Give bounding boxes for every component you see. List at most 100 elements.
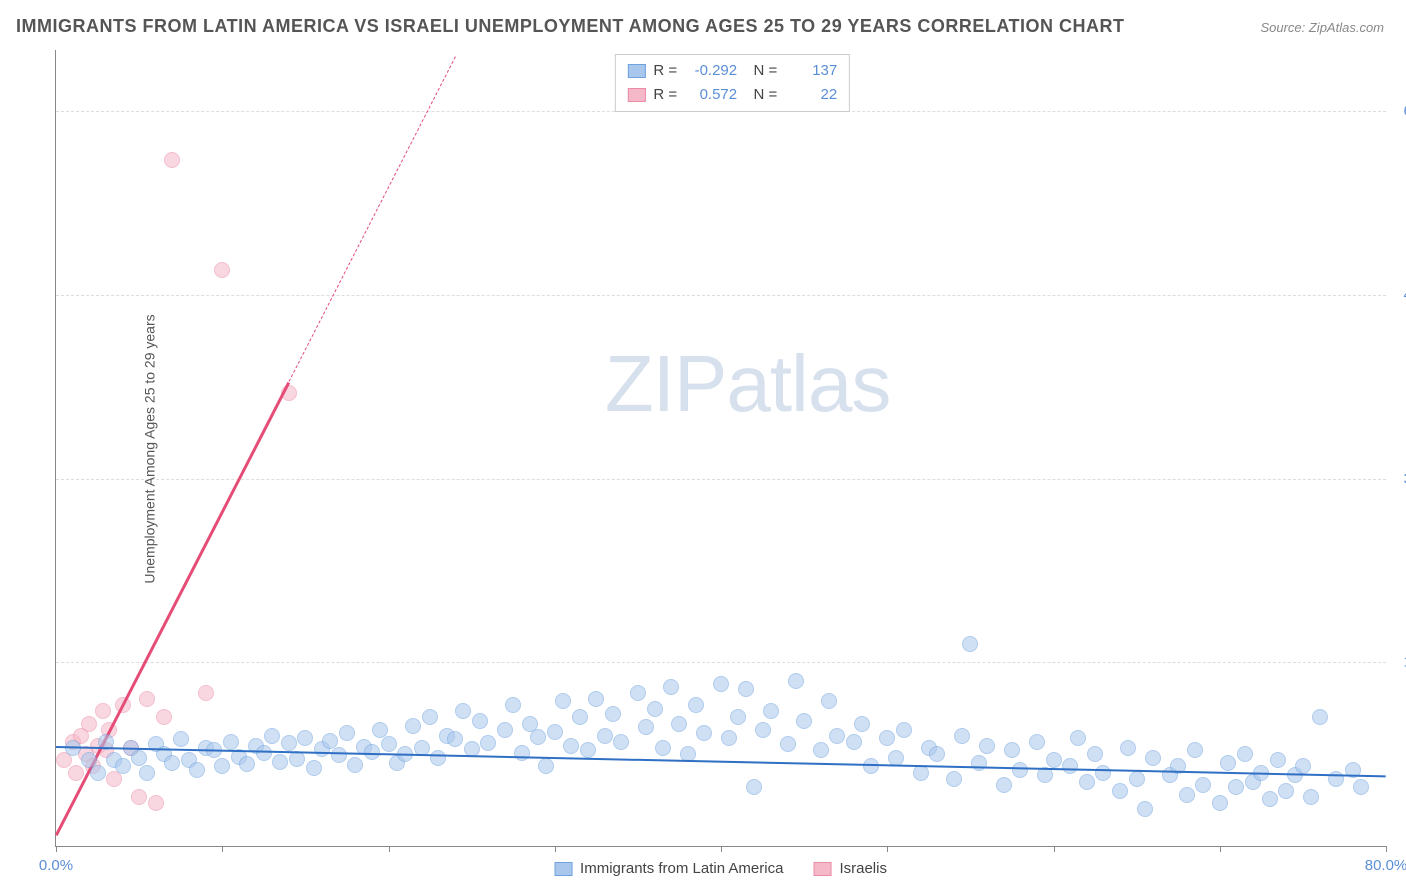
x-tick-label: 80.0% xyxy=(1365,857,1406,874)
x-tick xyxy=(887,846,888,852)
data-point xyxy=(755,722,771,738)
data-point xyxy=(198,685,214,701)
data-point xyxy=(115,758,131,774)
stats-r-label: R = xyxy=(653,59,677,83)
data-point xyxy=(954,728,970,744)
x-tick xyxy=(389,846,390,852)
stats-n-value-0: 137 xyxy=(785,59,837,83)
data-point xyxy=(730,709,746,725)
data-point xyxy=(1012,762,1028,778)
data-point xyxy=(688,697,704,713)
data-point xyxy=(381,736,397,752)
data-point xyxy=(713,676,729,692)
data-point xyxy=(164,755,180,771)
data-point xyxy=(81,716,97,732)
data-point xyxy=(472,713,488,729)
stats-r-label: R = xyxy=(653,83,677,107)
data-point xyxy=(189,762,205,778)
data-point xyxy=(1312,709,1328,725)
data-point xyxy=(1095,765,1111,781)
data-point xyxy=(863,758,879,774)
data-point xyxy=(306,760,322,776)
data-point xyxy=(1046,752,1062,768)
data-point xyxy=(1328,771,1344,787)
stats-swatch-1 xyxy=(627,88,645,102)
data-point xyxy=(597,728,613,744)
data-point xyxy=(322,733,338,749)
data-point xyxy=(888,750,904,766)
data-point xyxy=(1070,730,1086,746)
data-point xyxy=(173,731,189,747)
data-point xyxy=(497,722,513,738)
grid-line xyxy=(56,295,1386,296)
data-point xyxy=(1353,779,1369,795)
data-point xyxy=(696,725,712,741)
data-point xyxy=(638,719,654,735)
stats-row-series-1: R = 0.572 N = 22 xyxy=(627,83,837,107)
stats-r-value-0: -0.292 xyxy=(685,59,737,83)
data-point xyxy=(738,681,754,697)
data-point xyxy=(1062,758,1078,774)
data-point xyxy=(514,745,530,761)
data-point xyxy=(455,703,471,719)
data-point xyxy=(1295,758,1311,774)
data-point xyxy=(655,740,671,756)
data-point xyxy=(1187,742,1203,758)
data-point xyxy=(996,777,1012,793)
data-point xyxy=(339,725,355,741)
data-point xyxy=(139,691,155,707)
stats-n-label: N = xyxy=(745,83,777,107)
plot-area: ZIPatlas 15.0%30.0%45.0%60.0%0.0%80.0% xyxy=(55,50,1386,847)
data-point xyxy=(331,747,347,763)
x-tick xyxy=(222,846,223,852)
data-point xyxy=(214,758,230,774)
data-point xyxy=(1004,742,1020,758)
data-point xyxy=(480,735,496,751)
data-point xyxy=(630,685,646,701)
data-point xyxy=(813,742,829,758)
data-point xyxy=(1029,734,1045,750)
data-point xyxy=(95,703,111,719)
data-point xyxy=(946,771,962,787)
data-point xyxy=(780,736,796,752)
data-point xyxy=(214,262,230,278)
data-point xyxy=(1262,791,1278,807)
data-point xyxy=(297,730,313,746)
y-tick-label: 30.0% xyxy=(1391,470,1406,487)
stats-row-series-0: R = -0.292 N = 137 xyxy=(627,59,837,83)
data-point xyxy=(131,789,147,805)
legend-item-0: Immigrants from Latin America xyxy=(554,860,783,877)
legend-swatch-1 xyxy=(813,862,831,876)
plot-container: ZIPatlas 15.0%30.0%45.0%60.0%0.0%80.0% U… xyxy=(55,50,1386,847)
stats-n-value-1: 22 xyxy=(785,83,837,107)
y-tick-label: 15.0% xyxy=(1391,654,1406,671)
data-point xyxy=(1220,755,1236,771)
data-point xyxy=(372,722,388,738)
data-point xyxy=(68,765,84,781)
data-point xyxy=(1228,779,1244,795)
x-tick-label: 0.0% xyxy=(39,857,73,874)
data-point xyxy=(131,750,147,766)
data-point xyxy=(547,724,563,740)
data-point xyxy=(1270,752,1286,768)
data-point xyxy=(1120,740,1136,756)
data-point xyxy=(788,673,804,689)
data-point xyxy=(896,722,912,738)
x-tick xyxy=(1386,846,1387,852)
data-point xyxy=(256,745,272,761)
trend-extension xyxy=(288,56,455,381)
data-point xyxy=(281,735,297,751)
bottom-legend: Immigrants from Latin America Israelis xyxy=(554,860,887,877)
data-point xyxy=(671,716,687,732)
data-point xyxy=(1278,783,1294,799)
data-point xyxy=(148,795,164,811)
data-point xyxy=(962,636,978,652)
data-point xyxy=(746,779,762,795)
x-tick xyxy=(1220,846,1221,852)
source-credit: Source: ZipAtlas.com xyxy=(1260,20,1384,35)
data-point xyxy=(563,738,579,754)
watermark-main: ZIP xyxy=(605,339,726,428)
data-point xyxy=(721,730,737,746)
data-point xyxy=(239,756,255,772)
correlation-stats-box: R = -0.292 N = 137 R = 0.572 N = 22 xyxy=(614,54,850,112)
